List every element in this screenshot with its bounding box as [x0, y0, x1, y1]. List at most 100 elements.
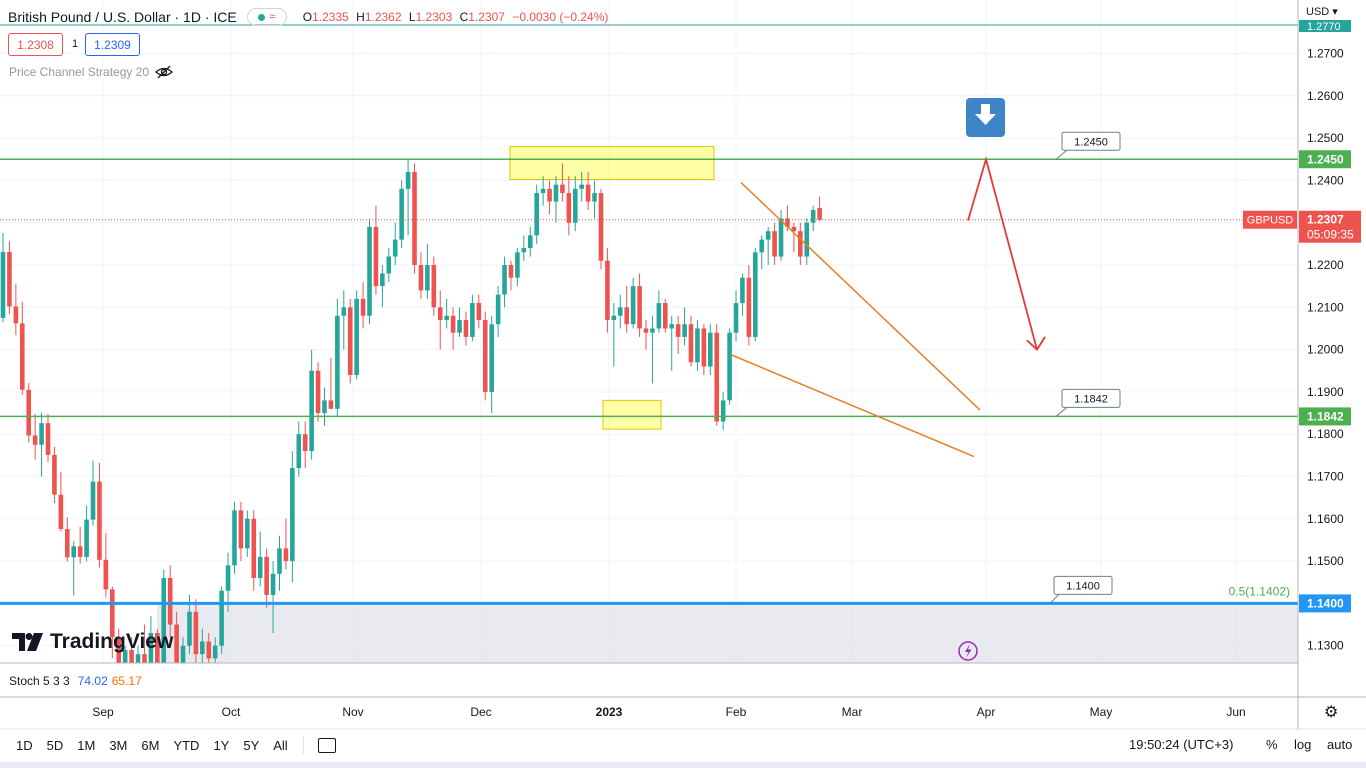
candle [7, 241, 12, 315]
candle [675, 315, 681, 354]
candle [714, 324, 720, 426]
candle [463, 311, 469, 346]
candle [624, 286, 630, 333]
candle [598, 188, 604, 270]
timeframe-1m[interactable]: 1M [77, 737, 96, 753]
svg-text:05:09:35: 05:09:35 [1307, 228, 1354, 242]
candle [682, 307, 687, 346]
candle [129, 637, 134, 663]
svg-text:1.1842: 1.1842 [1307, 409, 1344, 423]
candle [19, 301, 25, 395]
candle [283, 518, 289, 570]
timeframe-6m[interactable]: 6M [141, 737, 160, 753]
channel-top-tag [1299, 20, 1351, 32]
candle [367, 218, 372, 325]
buy-button[interactable]: 1.2309 [85, 33, 140, 56]
sell-button[interactable]: 1.2308 [8, 33, 63, 56]
candle [0, 232, 6, 323]
timeframe-ytd[interactable]: YTD [173, 737, 200, 753]
log-toggle[interactable]: log [1294, 737, 1312, 752]
candle [161, 569, 167, 663]
market-status-pill[interactable]: ≈ [246, 8, 287, 26]
price-zone-below-1-14 [157, 603, 1298, 663]
timeframe-5y[interactable]: 5Y [243, 737, 260, 753]
settings-gear-icon[interactable]: ⚙ [1324, 704, 1339, 721]
time-tick-label: Nov [342, 705, 364, 719]
tradingview-logo[interactable]: TradingView [12, 630, 173, 654]
candle [521, 235, 527, 261]
candle [155, 628, 160, 663]
timeframe-3m[interactable]: 3M [109, 737, 128, 753]
candle [566, 176, 572, 236]
candle [418, 252, 424, 299]
candle [746, 265, 752, 346]
candle [765, 226, 771, 265]
candle [662, 298, 668, 333]
chart-grid [0, 0, 1298, 663]
candle [232, 501, 237, 574]
timeframe-1d[interactable]: 1D [16, 737, 33, 753]
candle [515, 248, 520, 287]
candle [245, 510, 250, 557]
candle [77, 526, 83, 564]
candle [135, 645, 141, 663]
down-arrow-icon [966, 98, 1005, 137]
price-tick-label: 1.1700 [1307, 470, 1344, 484]
candle [13, 283, 19, 336]
candle [772, 222, 777, 265]
price-tick-label: 1.1500 [1307, 554, 1344, 568]
candle [560, 163, 565, 202]
candle [650, 315, 655, 384]
timeframe-all[interactable]: All [273, 737, 288, 753]
candle [727, 328, 732, 405]
projection-arrowhead [1026, 336, 1046, 351]
candle [354, 290, 359, 380]
percent-toggle[interactable]: % [1266, 737, 1278, 752]
candle [270, 561, 276, 634]
candle [45, 413, 51, 463]
candle [142, 624, 147, 663]
calendar-range-icon[interactable] [317, 737, 336, 753]
candle [534, 184, 539, 244]
price-tick-label: 1.2700 [1307, 47, 1344, 61]
candle [116, 628, 122, 663]
candle [412, 163, 417, 274]
candle [174, 611, 179, 663]
candle [84, 505, 89, 562]
candle [206, 633, 212, 663]
timeframe-1y[interactable]: 1Y [213, 737, 230, 753]
candle [527, 226, 533, 257]
eye-hidden-icon[interactable] [155, 65, 174, 79]
price-tick-label: 1.1600 [1307, 512, 1344, 526]
wedge-upper-trendline [740, 181, 981, 411]
candle [238, 501, 244, 562]
price-tick-label: 1.2600 [1307, 89, 1344, 103]
timeframe-5d[interactable]: 5D [46, 737, 64, 753]
candle [65, 517, 70, 562]
stoch-legend[interactable]: Stoch 5 3 3 74.02 65.17 [9, 674, 142, 688]
svg-text:1.2770: 1.2770 [1307, 21, 1341, 33]
candle [290, 451, 295, 583]
time-tick-label: Oct [221, 705, 241, 719]
candle [617, 294, 623, 329]
candle [103, 533, 109, 598]
clock-timezone[interactable]: 19:50:24 (UTC+3) [1129, 737, 1234, 752]
candle [688, 315, 694, 367]
currency-selector[interactable]: USD ▾ [1306, 6, 1338, 18]
time-tick-label: 2023 [595, 705, 623, 719]
candle [592, 180, 597, 219]
svg-text:1.1400: 1.1400 [1066, 580, 1100, 592]
auto-toggle[interactable]: auto [1327, 737, 1353, 752]
candle [335, 298, 340, 418]
candle [798, 222, 803, 265]
candle [58, 471, 64, 532]
candle [122, 645, 128, 663]
candle [437, 290, 443, 350]
indicator-legend[interactable]: Price Channel Strategy 20 [9, 65, 174, 79]
candle [71, 541, 77, 596]
candle [180, 637, 186, 663]
lightning-icon [958, 641, 978, 661]
symbol-title[interactable]: British Pound / U.S. Dollar · 1D · ICE [8, 9, 237, 25]
bottom-strip [0, 762, 1366, 768]
